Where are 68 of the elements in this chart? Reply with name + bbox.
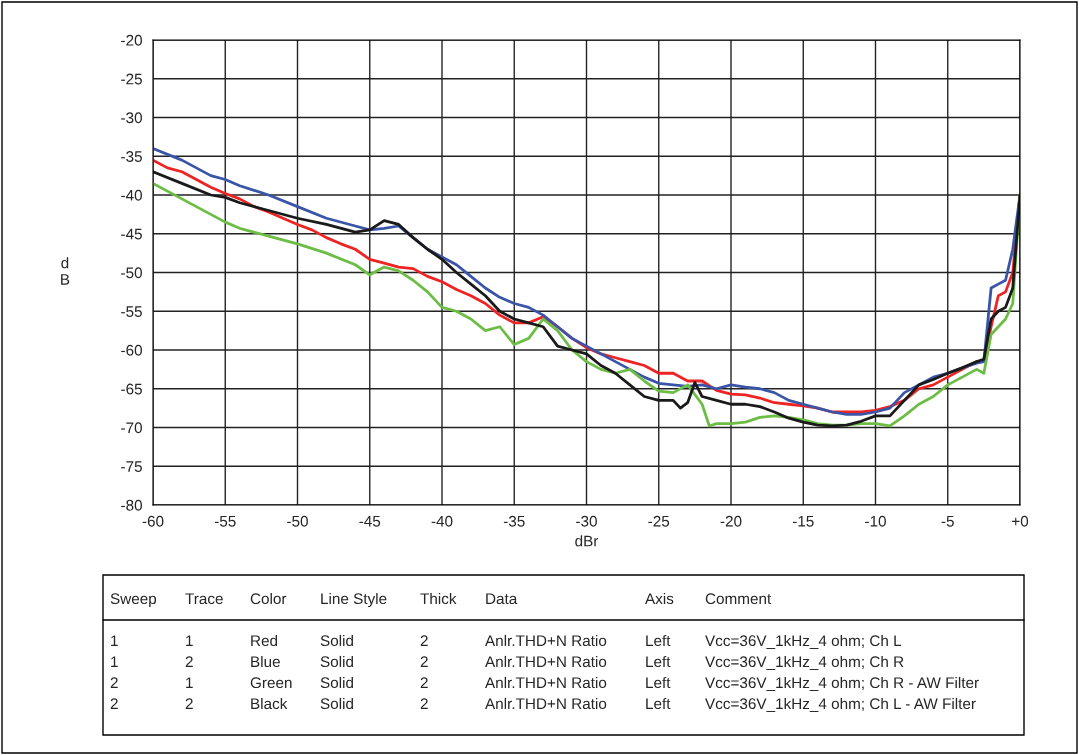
text: 2 [420,677,428,688]
x-tick-label: -40 [431,515,453,527]
text: Anlr.THD+N Ratio [485,697,607,710]
text: 2 [185,698,193,709]
x-tick-label: -55 [214,515,236,527]
text: Left [646,634,671,647]
x-tick-label: -50 [287,515,308,527]
text: Solid [320,676,353,689]
x-tick-label: -10 [865,515,886,527]
text: 1 [111,656,118,667]
text: 2 [185,656,193,667]
text: Solid [320,655,353,668]
y-tick-label: -20 [121,34,142,46]
y-tick-label: -40 [121,189,142,201]
y-tick-label: -50 [121,267,142,279]
x-tick-label: -20 [720,515,742,527]
text: Solid [320,634,353,647]
text: Anlr.THD+N Ratio [485,655,607,668]
x-tick-label: -5 [941,515,954,527]
text: Red [251,634,278,647]
y-tick-label: -60 [121,344,142,356]
y-tick-label: -75 [121,461,142,472]
text: Axis [645,592,674,605]
text: Sweep [110,593,157,608]
text: Left [646,655,671,668]
text: 2 [110,698,118,709]
x-tick-label: -45 [359,515,381,527]
text: Green [250,677,292,689]
x-tick-label: -25 [648,515,670,527]
text: 2 [420,635,428,646]
text: Blue [251,655,280,668]
x-tick-label: -35 [503,515,525,527]
x-tick-label: -60 [142,515,164,527]
text: Comment [705,593,772,605]
text: Left [646,697,671,710]
x-axis-title: dBr [575,535,599,547]
text: 2 [110,677,118,688]
text: Vcc=36V_1kHz_4 ohm; Ch L [705,634,902,649]
text: 1 [186,635,193,646]
y-tick-label: -55 [121,306,142,317]
text: Black [251,697,288,710]
y-tick-label: -25 [121,73,142,85]
text: Anlr.THD+N Ratio [485,634,607,647]
text: Thick [420,592,457,605]
text: Anlr.THD+N Ratio [485,676,607,689]
text: Left [646,676,671,689]
text: Color [250,592,287,605]
x-tick-label: +0 [1012,515,1029,527]
text: Line Style [321,592,387,608]
text: Trace [185,593,223,605]
text: 1 [111,635,118,646]
x-tick-label: -30 [576,515,597,527]
x-tick-label: -15 [792,515,814,527]
y-tick-label: -45 [121,228,142,240]
text: Vcc=36V_1kHz_4 ohm; Ch R [705,655,904,670]
text: 2 [420,698,428,709]
text: Solid [320,697,353,710]
text: Data [486,593,518,605]
text: 2 [420,656,428,667]
text: Vcc=36V_1kHz_4 ohm; Ch R - AW Filter [705,676,979,691]
y-tick-label: -80 [121,499,142,511]
y-tick-label: -70 [121,422,142,434]
y-tick-label: -65 [121,383,142,395]
text: Vcc=36V_1kHz_4 ohm; Ch L - AW Filter [705,697,976,712]
text: 1 [186,677,193,688]
y-tick-label: -35 [121,151,142,162]
y-tick-label: -30 [121,112,142,124]
y-axis-title: dB [61,257,70,285]
